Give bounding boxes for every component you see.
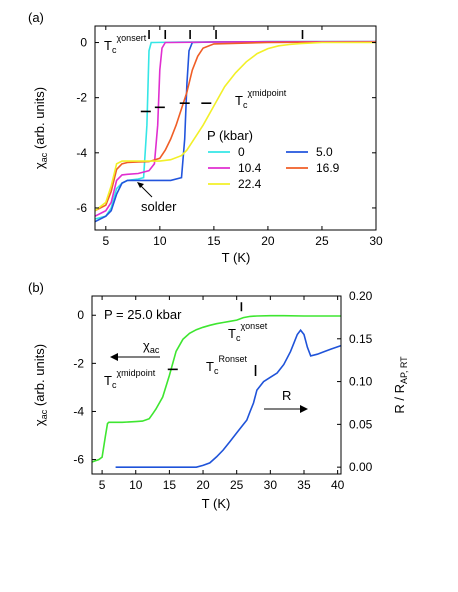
panel-a-label: (a)	[28, 10, 44, 25]
panel-b-ticks: 5 10 15 20 25 30 35 40 0 -2 -4 -6 0.00 0.05 0.10 0.15 0.…	[73, 289, 372, 492]
panel-b-x-tick-label-5: 30	[264, 478, 278, 492]
panel-a-solder-label: solder	[141, 199, 177, 214]
panel-b-series-line-1	[115, 328, 342, 468]
panel-b-y-right-tick-label-4: 0.20	[349, 289, 373, 303]
panel-a-legend-label-0: 0	[238, 145, 245, 159]
panel-b-y-tick-label-1: -2	[73, 356, 84, 370]
panel-b-pressure-label: P = 25.0 kbar	[104, 307, 182, 322]
panel-a-y-axis-title: χac (arb. units)	[32, 87, 49, 169]
panel-a-x-axis-title: T (K)	[222, 250, 251, 265]
panel-b: (b) 5 10 15 20 25 30 35 40 0 -2 -4 -6 0.00 0.05 0.10 0.…	[28, 280, 409, 511]
panel-a-x-tick-label-4: 25	[315, 234, 329, 248]
panel-a-x-tick-label-2: 15	[207, 234, 221, 248]
panel-b-r-label: R	[282, 388, 291, 403]
panel-b-y-right-tick-label-1: 0.05	[349, 417, 373, 431]
panel-b-x-tick-label-1: 10	[129, 478, 143, 492]
panel-a-ticks: 5 10 15 20 25 30 0 -2 -4 -6	[76, 26, 383, 248]
panel-b-label: (b)	[28, 280, 44, 295]
panel-a-legend-label-1: 5.0	[316, 145, 333, 159]
panel-b-y-right-tick-label-3: 0.15	[349, 332, 373, 346]
panel-b-tc-midpoint-label: Tcχmidpoint	[104, 368, 156, 390]
panel-b-right-axis-title: R / RAP, RT	[392, 356, 409, 414]
panel-a-solder-arrowhead	[137, 182, 144, 188]
panel-a-tc-midpoint-label: Tcχmidpoint	[235, 88, 287, 110]
panel-b-y-axis-title: χac (arb. units)	[32, 344, 49, 426]
panel-b-chi-arrowhead	[110, 353, 118, 361]
panel-b-x-tick-label-6: 35	[297, 478, 311, 492]
panel-b-tc-markers	[167, 302, 257, 376]
panel-a-series-line-2	[94, 40, 377, 217]
panel-a-x-tick-label-5: 30	[369, 234, 383, 248]
panel-b-tc-onset-label: Tcχonset	[228, 321, 268, 343]
panel-b-y-tick-label-0: 0	[77, 308, 84, 322]
panel-a-y-tick-label-0: 0	[80, 36, 87, 50]
panel-b-series-group	[91, 314, 342, 468]
panel-b-x-axis-title: T (K)	[202, 496, 231, 511]
panel-a-legend-entries: 0 5.0 10.4 16.9 22.4	[208, 145, 340, 191]
panel-b-y-tick-label-3: -6	[73, 453, 84, 467]
panel-a-x-tick-label-0: 5	[102, 234, 109, 248]
panel-b-x-tick-label-0: 5	[99, 478, 106, 492]
panel-a-legend-title: P (kbar)	[207, 128, 253, 143]
panel-b-x-tick-label-2: 15	[163, 478, 177, 492]
panel-a-series-line-3	[94, 41, 377, 212]
panel-b-tc-ronset-label: TcRonset	[206, 354, 247, 376]
panel-b-y-right-tick-label-0: 0.00	[349, 460, 373, 474]
panel-b-y-right-tick-label-2: 0.10	[349, 375, 373, 389]
panel-a-series-group	[94, 40, 377, 223]
panel-a-plot-frame	[94, 25, 377, 231]
panel-a-legend-label-3: 16.9	[316, 161, 340, 175]
panel-a-tc-markers	[140, 30, 304, 113]
panel-a-series-line-4	[94, 41, 376, 212]
panel-a-tc-onset-label: Tcχonsert	[104, 33, 147, 55]
panel-a-x-tick-label-1: 10	[153, 234, 167, 248]
panel-b-x-tick-label-3: 20	[196, 478, 210, 492]
panel-b-plot-frame	[91, 295, 342, 475]
panel-b-series-line-0	[91, 314, 341, 463]
panel-a-x-tick-label-3: 20	[261, 234, 275, 248]
panel-a-legend-label-2: 10.4	[238, 161, 262, 175]
panel-b-x-tick-label-7: 40	[331, 478, 345, 492]
panel-a-y-tick-label-1: -2	[76, 91, 87, 105]
panel-b-y-tick-label-2: -4	[73, 404, 84, 418]
panel-a-legend: P (kbar) 0 5.0 10.4 16.9 22.4	[207, 128, 340, 191]
panel-a-solder-arrow	[139, 184, 153, 198]
panel-b-r-arrowhead	[300, 405, 308, 413]
panel-a-y-tick-label-2: -4	[76, 146, 87, 160]
panel-a-legend-label-4: 22.4	[238, 177, 262, 191]
panel-b-chi-label: χac	[143, 338, 160, 355]
panel-a-y-tick-label-3: -6	[76, 201, 87, 215]
panel-a: (a) 5 10 15 20 25 30 0 -2 -4 -6 T (K) χac (arb. u…	[28, 10, 383, 265]
panel-b-x-tick-label-4: 25	[230, 478, 244, 492]
